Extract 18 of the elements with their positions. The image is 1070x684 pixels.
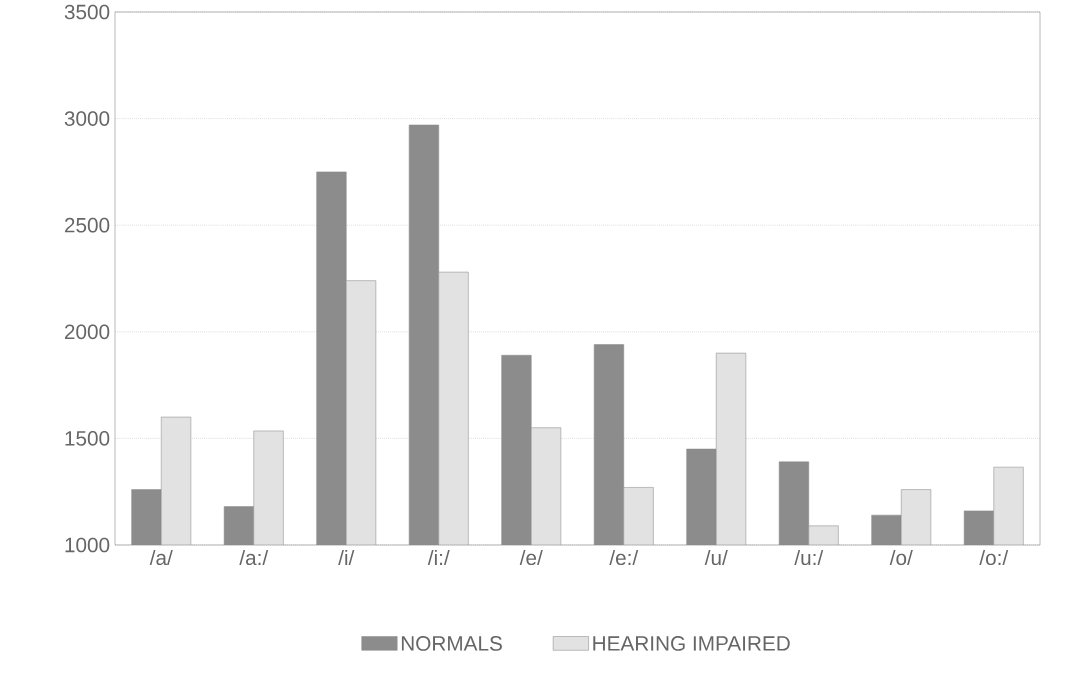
x-tick-label: /o/ <box>889 549 913 566</box>
x-tick-label: /u/ <box>704 549 728 566</box>
legend-label: NORMALS <box>401 636 502 651</box>
legend-label: HEARING IMPAIRED <box>593 636 790 651</box>
y-tick-label: 1500 <box>65 431 110 446</box>
x-tick-label: /e:/ <box>609 549 639 566</box>
y-tick-label: 2500 <box>64 217 110 233</box>
x-tick-label: /a:/ <box>239 549 269 566</box>
y-tick-label: 3500 <box>64 4 110 20</box>
y-tick-label: 3000 <box>64 111 110 126</box>
x-tick-label: /a/ <box>149 549 173 566</box>
x-tick-label: /i/ <box>338 549 355 566</box>
x-tick-label: /e/ <box>519 549 543 566</box>
y-tick-label: 2000 <box>64 324 110 340</box>
x-tick-label: /u:/ <box>794 549 824 566</box>
x-tick-label: /o:/ <box>979 549 1009 566</box>
x-tick-label: /i:/ <box>427 549 450 566</box>
y-tick-label: 1000 <box>65 537 110 553</box>
